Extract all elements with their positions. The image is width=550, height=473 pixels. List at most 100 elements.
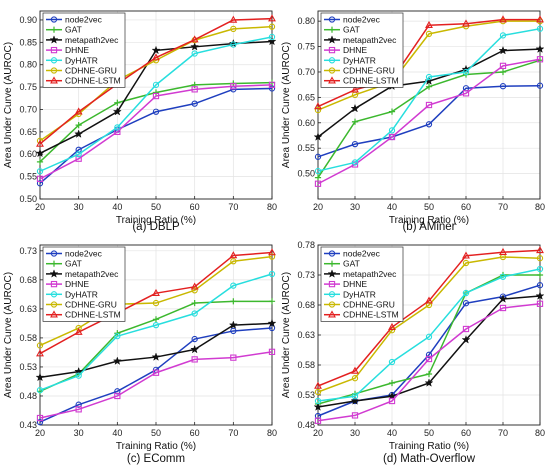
data-point xyxy=(112,356,122,365)
legend-entry: CDHNE-GRU xyxy=(343,300,395,310)
y-tick-label: 0.73 xyxy=(19,246,37,256)
data-point xyxy=(36,414,44,422)
legend-marker xyxy=(328,46,336,54)
data-point xyxy=(152,92,160,100)
series-line xyxy=(317,84,541,158)
data-point xyxy=(114,388,121,395)
data-point xyxy=(190,344,200,354)
data-point xyxy=(536,15,544,23)
y-tick-label: 0.63 xyxy=(19,304,37,314)
series-DyHATR xyxy=(314,25,544,175)
data-point xyxy=(35,372,45,382)
data-point xyxy=(388,127,396,134)
data-point xyxy=(314,381,322,389)
data-point xyxy=(191,335,198,343)
data-point xyxy=(230,298,237,305)
data-point xyxy=(536,271,544,279)
data-point xyxy=(498,45,508,55)
legend-entry: CDHNE-GRU xyxy=(343,66,395,76)
legend-marker xyxy=(50,16,58,23)
data-point xyxy=(152,81,160,89)
data-point xyxy=(499,273,507,280)
legend-marker xyxy=(50,67,58,74)
legend-marker xyxy=(328,250,336,257)
data-point xyxy=(191,299,198,307)
legend-entry: DyHATR xyxy=(343,55,376,65)
legend-entry: DHNE xyxy=(343,279,367,289)
x-tick-label: 60 xyxy=(461,202,471,212)
chart-panel-1: 20 30 40 50 60 70 80 0.50 0.55 0.60 0.65 0.70 0.75 0.… xyxy=(3,10,277,233)
legend-entry: CDHNE-GRU xyxy=(65,300,117,310)
y-tick-label: 0.70 xyxy=(19,104,37,114)
legend-marker xyxy=(50,291,58,298)
data-point xyxy=(425,20,433,28)
data-point xyxy=(425,351,433,358)
y-tick-label: 0.70 xyxy=(297,67,315,77)
data-point xyxy=(387,391,397,401)
y-tick-label: 0.65 xyxy=(297,92,315,102)
y-tick-label: 0.43 xyxy=(19,420,37,430)
legend-entry: GAT xyxy=(65,259,82,269)
series-DyHATR xyxy=(36,270,276,394)
chart-caption: (b) AMiner xyxy=(402,221,455,233)
x-tick-label: 80 xyxy=(535,202,545,212)
series-line xyxy=(317,268,541,402)
chart-panel-2: 20 30 40 50 60 70 80 0.50 0.55 0.60 0.65 0.70 0.75 0.… xyxy=(281,10,545,233)
legend-entry: DHNE xyxy=(65,279,89,289)
x-tick-label: 20 xyxy=(35,428,45,438)
data-point xyxy=(536,255,544,262)
y-tick-label: 0.58 xyxy=(19,333,37,343)
y-tick-label: 0.50 xyxy=(19,194,37,204)
data-point xyxy=(314,397,322,405)
legend-marker xyxy=(50,26,58,33)
x-tick-label: 70 xyxy=(228,428,238,438)
data-point xyxy=(461,335,471,344)
legend-entry: metapath2vec xyxy=(65,35,119,45)
data-point xyxy=(351,85,359,93)
y-tick-label: 0.48 xyxy=(19,391,37,401)
x-tick-label: 20 xyxy=(313,428,323,438)
data-point xyxy=(425,355,433,363)
x-tick-label: 40 xyxy=(112,428,122,438)
y-tick-label: 0.53 xyxy=(19,362,37,372)
data-point xyxy=(313,402,323,411)
series-CDHNE-GRU xyxy=(314,253,544,396)
data-point xyxy=(499,304,507,312)
data-point xyxy=(462,68,470,76)
data-point xyxy=(351,412,359,419)
data-point xyxy=(350,396,360,405)
data-point xyxy=(74,107,83,115)
data-point xyxy=(462,259,470,267)
legend-entry: CDHNE-GRU xyxy=(65,66,117,76)
legend-marker xyxy=(328,16,336,23)
data-point xyxy=(75,372,82,379)
data-point xyxy=(462,300,470,307)
data-point xyxy=(462,19,470,27)
data-point xyxy=(74,327,83,335)
series-line xyxy=(317,249,541,387)
y-tick-label: 0.63 xyxy=(297,330,315,340)
y-tick-label: 0.48 xyxy=(297,420,315,430)
legend-marker xyxy=(49,269,59,278)
data-point xyxy=(152,321,160,329)
data-point xyxy=(388,397,396,405)
data-point xyxy=(536,265,544,273)
series-line xyxy=(317,303,541,422)
data-point xyxy=(75,324,82,332)
data-point xyxy=(314,102,322,110)
data-point xyxy=(350,103,360,113)
x-tick-label: 30 xyxy=(350,428,360,438)
legend-entry: node2vec xyxy=(65,249,103,259)
legend-entry: metapath2vec xyxy=(343,269,397,279)
data-point xyxy=(75,122,82,129)
legend-entry: CDHNE-LSTM xyxy=(343,76,399,86)
x-axis-label: Training Ratio (%) xyxy=(116,441,196,452)
series-line xyxy=(317,18,540,108)
y-tick-label: 0.65 xyxy=(19,127,37,137)
data-point xyxy=(112,106,122,116)
legend-marker xyxy=(50,260,58,267)
data-point xyxy=(425,30,433,38)
data-point xyxy=(268,324,276,332)
data-point xyxy=(191,310,198,317)
data-point xyxy=(388,108,396,115)
